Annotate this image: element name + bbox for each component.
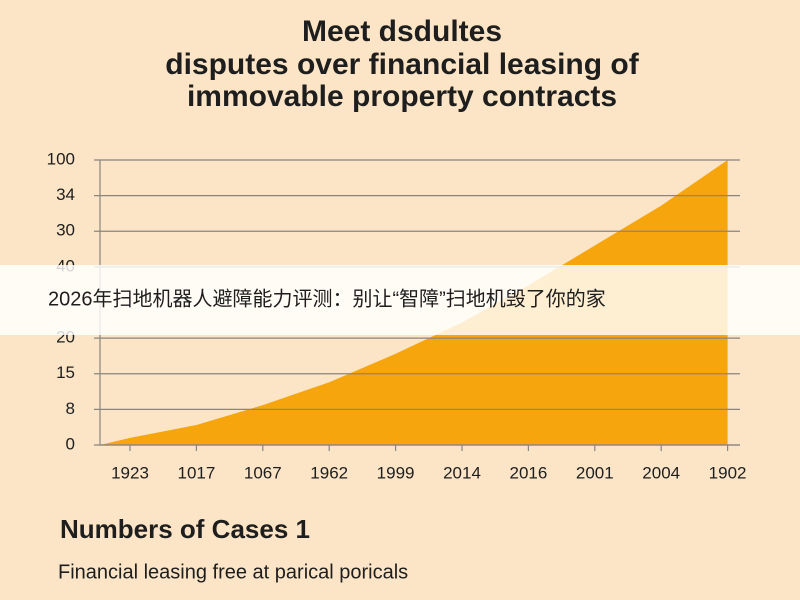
y-tick-label: 15 [56,363,75,382]
subtitle: Numbers of Cases 1 [60,514,310,544]
chart-title: Meet dsdultes [302,15,502,48]
x-tick-label: 1962 [310,463,348,482]
x-tick-label: 1999 [377,463,415,482]
x-tick-label: 2014 [443,463,481,482]
chart-title: immovable property contracts [187,80,617,113]
x-tick-label: 2001 [576,463,614,482]
y-tick-label: 30 [56,221,75,240]
y-tick-label: 34 [56,185,75,204]
x-tick-label: 1902 [709,463,747,482]
x-tick-label: 2004 [642,463,680,482]
caption: Financial leasing free at parical porica… [58,561,408,583]
banner-background [0,265,800,335]
chart-title: disputes over financial leasing of [165,48,639,81]
y-tick-label: 100 [47,149,75,168]
banner-text: 2026年扫地机器人避障能力评测：别让“智障”扫地机毁了你的家 [48,287,606,310]
y-tick-label: 0 [66,434,75,453]
x-tick-label: 1923 [111,463,149,482]
x-tick-label: 1017 [177,463,215,482]
y-tick-label: 8 [66,399,75,418]
x-tick-label: 1067 [244,463,282,482]
x-tick-label: 2016 [509,463,547,482]
